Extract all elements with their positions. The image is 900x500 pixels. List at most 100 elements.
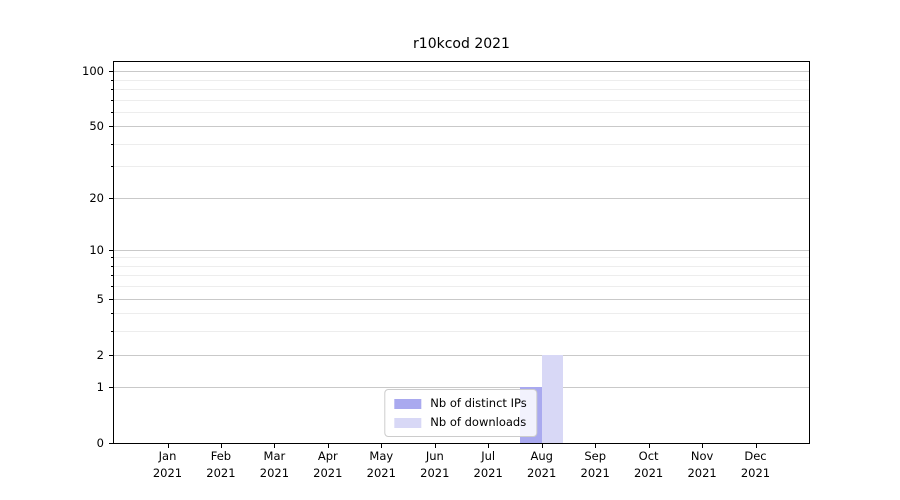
year-label: 2021 — [206, 466, 236, 480]
y-tick-label: 5 — [96, 291, 104, 306]
minor-gridline — [114, 99, 809, 101]
y-tick-mark — [109, 197, 113, 199]
y-tick-minor-mark — [111, 275, 113, 277]
month-label: Mar — [263, 449, 286, 463]
y-tick-label: 20 — [89, 190, 104, 205]
major-gridline — [114, 354, 809, 356]
minor-gridline — [114, 257, 809, 259]
minor-gridline — [114, 286, 809, 288]
x-tick-label: Nov 2021 — [670, 448, 734, 482]
month-label: Nov — [690, 449, 714, 463]
month-label: Sep — [584, 449, 607, 463]
y-tick-label: 100 — [82, 64, 104, 78]
year-label: 2021 — [580, 466, 610, 480]
x-tick-label: Jun 2021 — [403, 448, 467, 482]
legend-label: Nb of downloads — [430, 415, 527, 429]
y-tick-label: 50 — [89, 119, 104, 134]
minor-gridline — [114, 275, 809, 277]
year-label: 2021 — [740, 466, 771, 480]
legend-swatch — [394, 398, 422, 409]
minor-gridline — [114, 313, 809, 315]
y-tick-minor-mark — [111, 111, 113, 113]
month-label: Aug — [530, 449, 553, 463]
x-tick-label: Dec 2021 — [724, 448, 788, 482]
year-label: 2021 — [633, 466, 664, 480]
x-tick-mark — [381, 444, 383, 448]
x-tick-mark — [167, 444, 169, 448]
y-tick-minor-mark — [111, 257, 113, 259]
minor-gridline — [114, 166, 809, 168]
x-tick-label: Aug 2021 — [510, 448, 574, 482]
minor-gridline — [114, 265, 809, 267]
y-tick-minor-mark — [111, 331, 113, 333]
legend-row: Nb of distinct IPs — [394, 396, 527, 411]
x-tick-label: Feb 2021 — [189, 448, 253, 482]
y-tick-mark — [109, 249, 113, 251]
y-tick-mark — [109, 354, 113, 356]
x-tick-mark — [755, 444, 757, 448]
legend-label: Nb of distinct IPs — [430, 396, 527, 410]
x-tick-label: Jul 2021 — [456, 448, 520, 482]
legend-swatch — [394, 417, 422, 428]
x-tick-mark — [488, 444, 490, 448]
year-label: 2021 — [473, 466, 503, 480]
minor-gridline — [114, 111, 809, 113]
x-tick-mark — [434, 444, 436, 448]
chart-title: r10kcod 2021 — [413, 36, 510, 52]
month-label: Dec — [744, 449, 767, 463]
y-tick-label: 0 — [96, 436, 104, 450]
y-tick-label: 1 — [96, 380, 104, 395]
minor-gridline — [114, 88, 809, 90]
y-tick-mark — [109, 387, 113, 389]
month-label: May — [369, 449, 394, 463]
y-tick-label: 2 — [96, 347, 104, 362]
y-tick-minor-mark — [111, 99, 113, 101]
x-tick-mark — [541, 444, 543, 448]
minor-gridline — [114, 79, 809, 81]
year-label: 2021 — [420, 466, 450, 480]
y-tick-minor-mark — [111, 166, 113, 168]
x-tick-mark — [595, 444, 597, 448]
x-tick-mark — [327, 444, 329, 448]
y-tick-mark — [109, 71, 113, 72]
legend: Nb of distinct IPs Nb of downloads — [384, 389, 538, 437]
month-label: Jun — [425, 449, 444, 463]
plot-area — [113, 61, 810, 444]
y-tick-label: 10 — [89, 242, 104, 257]
major-gridline — [114, 126, 809, 128]
x-tick-mark — [220, 444, 222, 448]
x-tick-mark — [702, 444, 704, 448]
y-tick-minor-mark — [111, 265, 113, 267]
y-tick-minor-mark — [111, 88, 113, 90]
year-label: 2021 — [152, 466, 183, 480]
x-tick-label: Sep 2021 — [563, 448, 627, 482]
x-tick-label: Mar 2021 — [242, 448, 306, 482]
year-label: 2021 — [259, 466, 290, 480]
month-label: Oct — [638, 449, 659, 463]
y-tick-minor-mark — [111, 286, 113, 288]
year-label: 2021 — [687, 466, 717, 480]
major-gridline — [114, 387, 809, 389]
y-tick-minor-mark — [111, 313, 113, 315]
y-tick-mark — [109, 443, 113, 444]
x-tick-label: Apr 2021 — [296, 448, 360, 482]
year-label: 2021 — [313, 466, 343, 480]
x-tick-label: Oct 2021 — [617, 448, 681, 482]
major-gridline — [114, 197, 809, 199]
bar-nb-of-downloads-aug — [541, 354, 564, 443]
major-gridline — [114, 71, 809, 72]
month-label: Jul — [481, 449, 496, 463]
year-label: 2021 — [366, 466, 396, 480]
y-tick-mark — [109, 126, 113, 128]
major-gridline — [114, 249, 809, 251]
x-tick-mark — [648, 444, 650, 448]
y-tick-mark — [109, 298, 113, 300]
x-tick-label: May 2021 — [349, 448, 413, 482]
x-tick-mark — [274, 444, 276, 448]
legend-row: Nb of downloads — [394, 415, 526, 430]
major-gridline — [114, 298, 809, 300]
y-tick-minor-mark — [111, 79, 113, 81]
y-tick-minor-mark — [111, 143, 113, 145]
minor-gridline — [114, 331, 809, 333]
